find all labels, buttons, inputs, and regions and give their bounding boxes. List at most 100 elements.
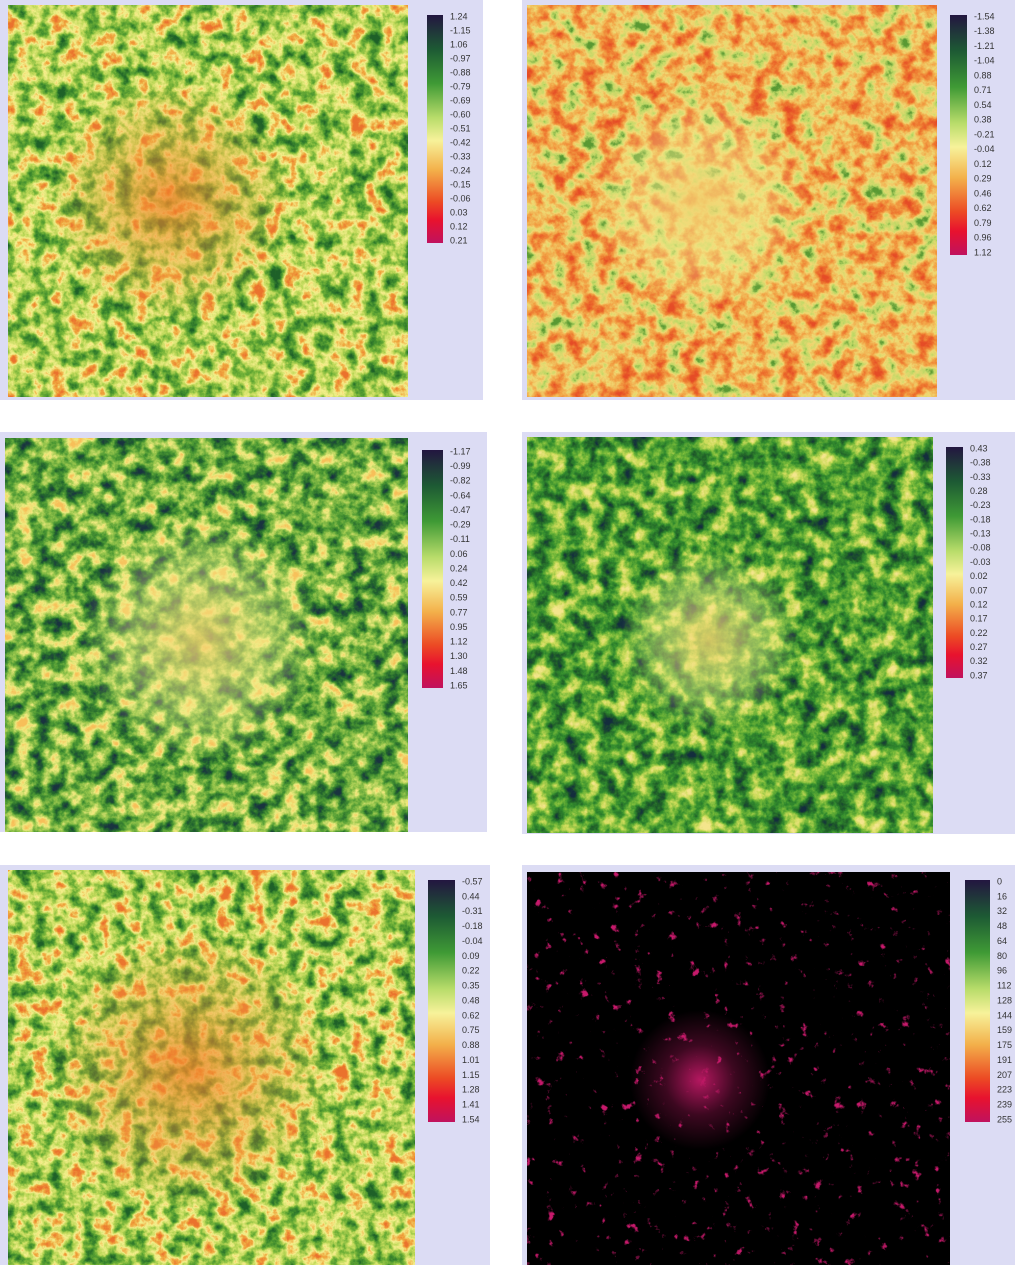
colorbar-label: 0.59 [450, 593, 468, 603]
colorbar-label: 255 [997, 1114, 1012, 1124]
colorbar-label: 0.35 [462, 981, 480, 991]
colorbar-label: -0.18 [462, 921, 483, 931]
colorbar-label: 0.75 [462, 1025, 480, 1035]
colorbar-label: 0 [997, 876, 1002, 886]
colorbar-label: 0.28 [970, 486, 988, 496]
colorbar-label: 0.29 [974, 174, 992, 184]
colorbar-label: 0.37 [970, 670, 988, 680]
colorbar-label: 1.12 [974, 247, 992, 257]
colorbar-label: -1.54 [974, 11, 995, 21]
colorbar-label: 1.41 [462, 1100, 480, 1110]
colorbar-label: -1.15 [450, 25, 471, 35]
urban-core [80, 520, 320, 760]
colorbar-label: 0.44 [462, 891, 480, 901]
colorbar-label: -0.18 [970, 514, 991, 524]
colorbar-label: 0.48 [462, 995, 480, 1005]
colorbar-label: 0.02 [970, 571, 988, 581]
colorbar-label: 32 [997, 906, 1007, 916]
colorbar-label: -1.38 [974, 26, 995, 36]
colorbar-label: 1.06 [450, 39, 468, 49]
colorbar-label: 0.71 [974, 85, 992, 95]
colorbar-label: -0.38 [970, 458, 991, 468]
colorbar-label: -0.88 [450, 67, 471, 77]
colorbar-label: 0.22 [462, 966, 480, 976]
colorbar-label: 0.07 [970, 585, 988, 595]
colorbar-label: -0.24 [450, 165, 471, 175]
colorbar-label: 0.77 [450, 607, 468, 617]
colorbar [422, 450, 443, 688]
colorbar-label: -0.15 [450, 179, 471, 189]
colorbar-label: 128 [997, 995, 1012, 1005]
colorbar-label: 1.65 [450, 680, 468, 690]
colorbar-label: 48 [997, 921, 1007, 931]
colorbar-label: 0.21 [450, 235, 468, 245]
colorbar-label: 0.88 [974, 70, 992, 80]
colorbar-label: 16 [997, 891, 1007, 901]
colorbar-label: 223 [997, 1085, 1012, 1095]
colorbar [946, 447, 963, 678]
colorbar-label: -0.99 [450, 461, 471, 471]
colorbar-label: 159 [997, 1025, 1012, 1035]
colorbar-label: 0.22 [970, 628, 988, 638]
urban-core [620, 550, 800, 730]
colorbar-label: 175 [997, 1040, 1012, 1050]
colorbar-label: 0.12 [450, 221, 468, 231]
colorbar-label: -0.57 [462, 876, 483, 886]
colorbar-label: -0.47 [450, 505, 471, 515]
colorbar-label: -0.79 [450, 81, 471, 91]
colorbar-label: -0.42 [450, 137, 471, 147]
colorbar-label: 1.15 [462, 1070, 480, 1080]
colorbar-label: 1.12 [450, 637, 468, 647]
colorbar-label: 0.12 [970, 599, 988, 609]
colorbar-label: 0.62 [974, 203, 992, 213]
colorbar-label: 0.27 [970, 642, 988, 652]
colorbar-label: 239 [997, 1100, 1012, 1110]
colorbar-label: -0.03 [970, 557, 991, 567]
colorbar-label: 191 [997, 1055, 1012, 1065]
colorbar-label: 144 [997, 1010, 1012, 1020]
colorbar-label: -1.04 [974, 56, 995, 66]
colorbar-label: 1.28 [462, 1085, 480, 1095]
colorbar-label: 1.24 [450, 11, 468, 21]
map-panel: -0.570.44-0.31-0.18-0.040.090.220.350.48… [0, 865, 490, 1265]
urban-core [50, 80, 290, 320]
map-panel: -1.17-0.99-0.82-0.64-0.47-0.29-0.110.060… [0, 432, 487, 832]
colorbar-label: -0.23 [970, 500, 991, 510]
colorbar [950, 15, 967, 255]
colorbar-label: 0.46 [974, 188, 992, 198]
colorbar-label: -0.64 [450, 490, 471, 500]
colorbar-label: -0.29 [450, 520, 471, 530]
colorbar-label: 80 [997, 951, 1007, 961]
colorbar-label: -0.11 [450, 534, 470, 544]
colorbar-label: -1.21 [974, 41, 995, 51]
colorbar-label: -0.97 [450, 53, 471, 63]
colorbar-label: -0.21 [974, 129, 995, 139]
colorbar-label: 0.96 [974, 233, 992, 243]
colorbar-label: 0.12 [974, 159, 992, 169]
colorbar-label: -0.08 [970, 543, 991, 553]
colorbar-label: 0.32 [970, 656, 988, 666]
colorbar-label: 0.95 [450, 622, 468, 632]
colorbar-label: 64 [997, 936, 1007, 946]
colorbar-label: 0.24 [450, 563, 468, 573]
urban-core [590, 90, 810, 310]
colorbar-label: 0.62 [462, 1010, 480, 1020]
colorbar-label: 0.42 [450, 578, 468, 588]
colorbar [428, 880, 455, 1122]
colorbar-label: -0.31 [462, 906, 483, 916]
colorbar-label: -0.33 [970, 472, 991, 482]
colorbar-label: -0.33 [450, 151, 471, 161]
colorbar-label: -0.04 [974, 144, 995, 154]
colorbar-label: 1.54 [462, 1114, 480, 1124]
colorbar-label: 0.06 [450, 549, 468, 559]
colorbar-label: 1.01 [462, 1055, 480, 1065]
colorbar-label: -0.60 [450, 109, 471, 119]
colorbar [965, 880, 990, 1122]
colorbar-label: -0.06 [450, 193, 471, 203]
map-panel: 1.24-1.151.06-0.97-0.88-0.79-0.69-0.60-0… [0, 0, 483, 400]
colorbar-label: 0.79 [974, 218, 992, 228]
colorbar-label: -0.13 [970, 529, 991, 539]
map-panel: 0.43-0.38-0.330.28-0.23-0.18-0.13-0.08-0… [522, 432, 1015, 834]
colorbar-label: 112 [997, 981, 1011, 991]
colorbar-label: -0.04 [462, 936, 483, 946]
